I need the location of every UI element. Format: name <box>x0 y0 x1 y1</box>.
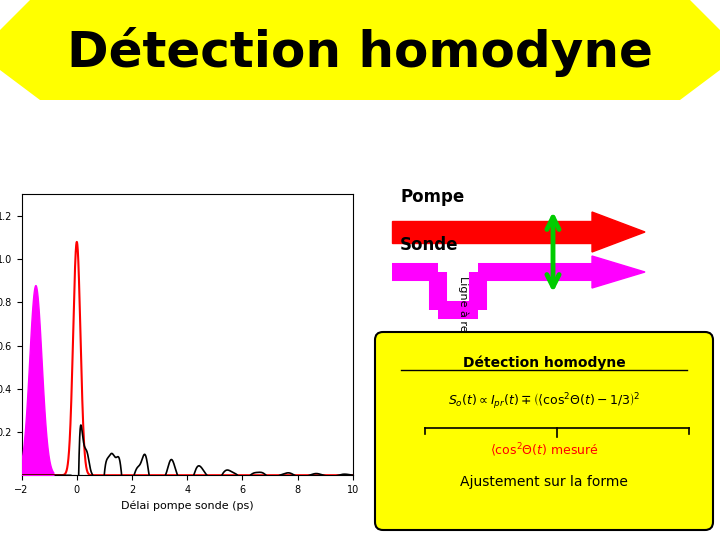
Text: Ligne à retard: Ligne à retard <box>458 276 468 354</box>
Text: Pompe: Pompe <box>400 188 464 206</box>
FancyBboxPatch shape <box>375 332 713 530</box>
Polygon shape <box>392 221 592 243</box>
Text: Détection homodyne: Détection homodyne <box>463 356 626 370</box>
Text: Détection homodyne: Détection homodyne <box>67 27 653 77</box>
Text: Ajustement sur la forme: Ajustement sur la forme <box>460 475 628 489</box>
Polygon shape <box>0 0 720 100</box>
Text: Sonde: Sonde <box>400 236 459 254</box>
X-axis label: Délai pompe sonde (ps): Délai pompe sonde (ps) <box>121 501 253 511</box>
Polygon shape <box>592 212 645 252</box>
Text: $\langle\cos^2\!\Theta(t)$ mesuré: $\langle\cos^2\!\Theta(t)$ mesuré <box>490 441 598 459</box>
Polygon shape <box>592 256 645 288</box>
Text: $S_o(t)\propto I_{pr}(t)\mp\left(\langle\cos^2\!\Theta(t)-1/3\right)^{\!2}$: $S_o(t)\propto I_{pr}(t)\mp\left(\langle… <box>448 392 640 413</box>
